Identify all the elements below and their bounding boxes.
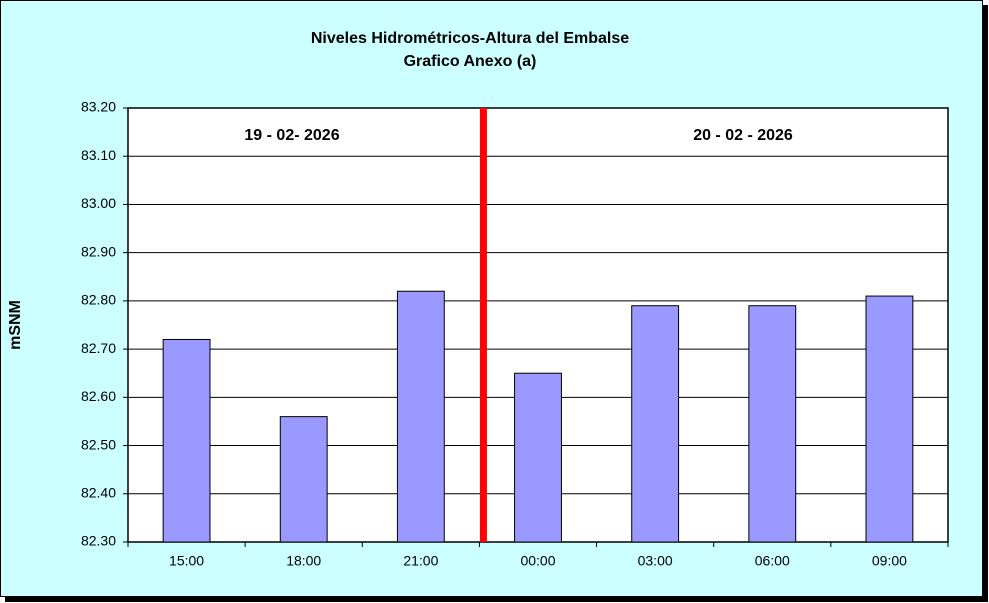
- bar: [279, 416, 328, 543]
- annotation: 20 - 02 - 2026: [693, 127, 793, 144]
- bar: [514, 372, 562, 543]
- bar: [631, 305, 680, 543]
- y-tick-label: 82.90: [81, 243, 116, 259]
- annotation: 19 - 02- 2026: [244, 127, 339, 144]
- bar: [748, 305, 797, 543]
- chart-title: Niveles Hidrométricos-Altura del Embalse: [311, 30, 629, 47]
- y-tick-label: 82.40: [81, 484, 116, 500]
- y-tick-label: 82.60: [81, 388, 116, 404]
- x-tick-label: 18:00: [286, 553, 321, 569]
- x-tick-label: 09:00: [872, 553, 907, 569]
- y-tick-label: 83.00: [81, 195, 116, 211]
- x-tick-label: 21:00: [403, 553, 438, 569]
- y-tick-label: 82.80: [81, 292, 116, 308]
- plot: 82.30 82.40 82.50 82.60 82.70 82.80 82.90 83.00…: [81, 99, 949, 569]
- y-tick-label: 82.70: [81, 340, 116, 356]
- y-tick-label: 82.50: [81, 436, 116, 452]
- y-tick-label: 83.20: [81, 99, 116, 115]
- chart-subtitle: Grafico Anexo (a): [404, 53, 537, 70]
- y-tick-label: 82.30: [81, 533, 116, 549]
- x-tick-label: 06:00: [755, 553, 790, 569]
- x-tick-label: 00:00: [520, 553, 555, 569]
- x-tick-label: 03:00: [638, 553, 673, 569]
- x-tick-label: 15:00: [169, 553, 204, 569]
- bar: [396, 290, 445, 543]
- y-tick-label: 83.10: [81, 147, 116, 163]
- y-axis-label: mSNM: [7, 300, 24, 350]
- bar: [162, 338, 211, 543]
- bar: [865, 295, 914, 543]
